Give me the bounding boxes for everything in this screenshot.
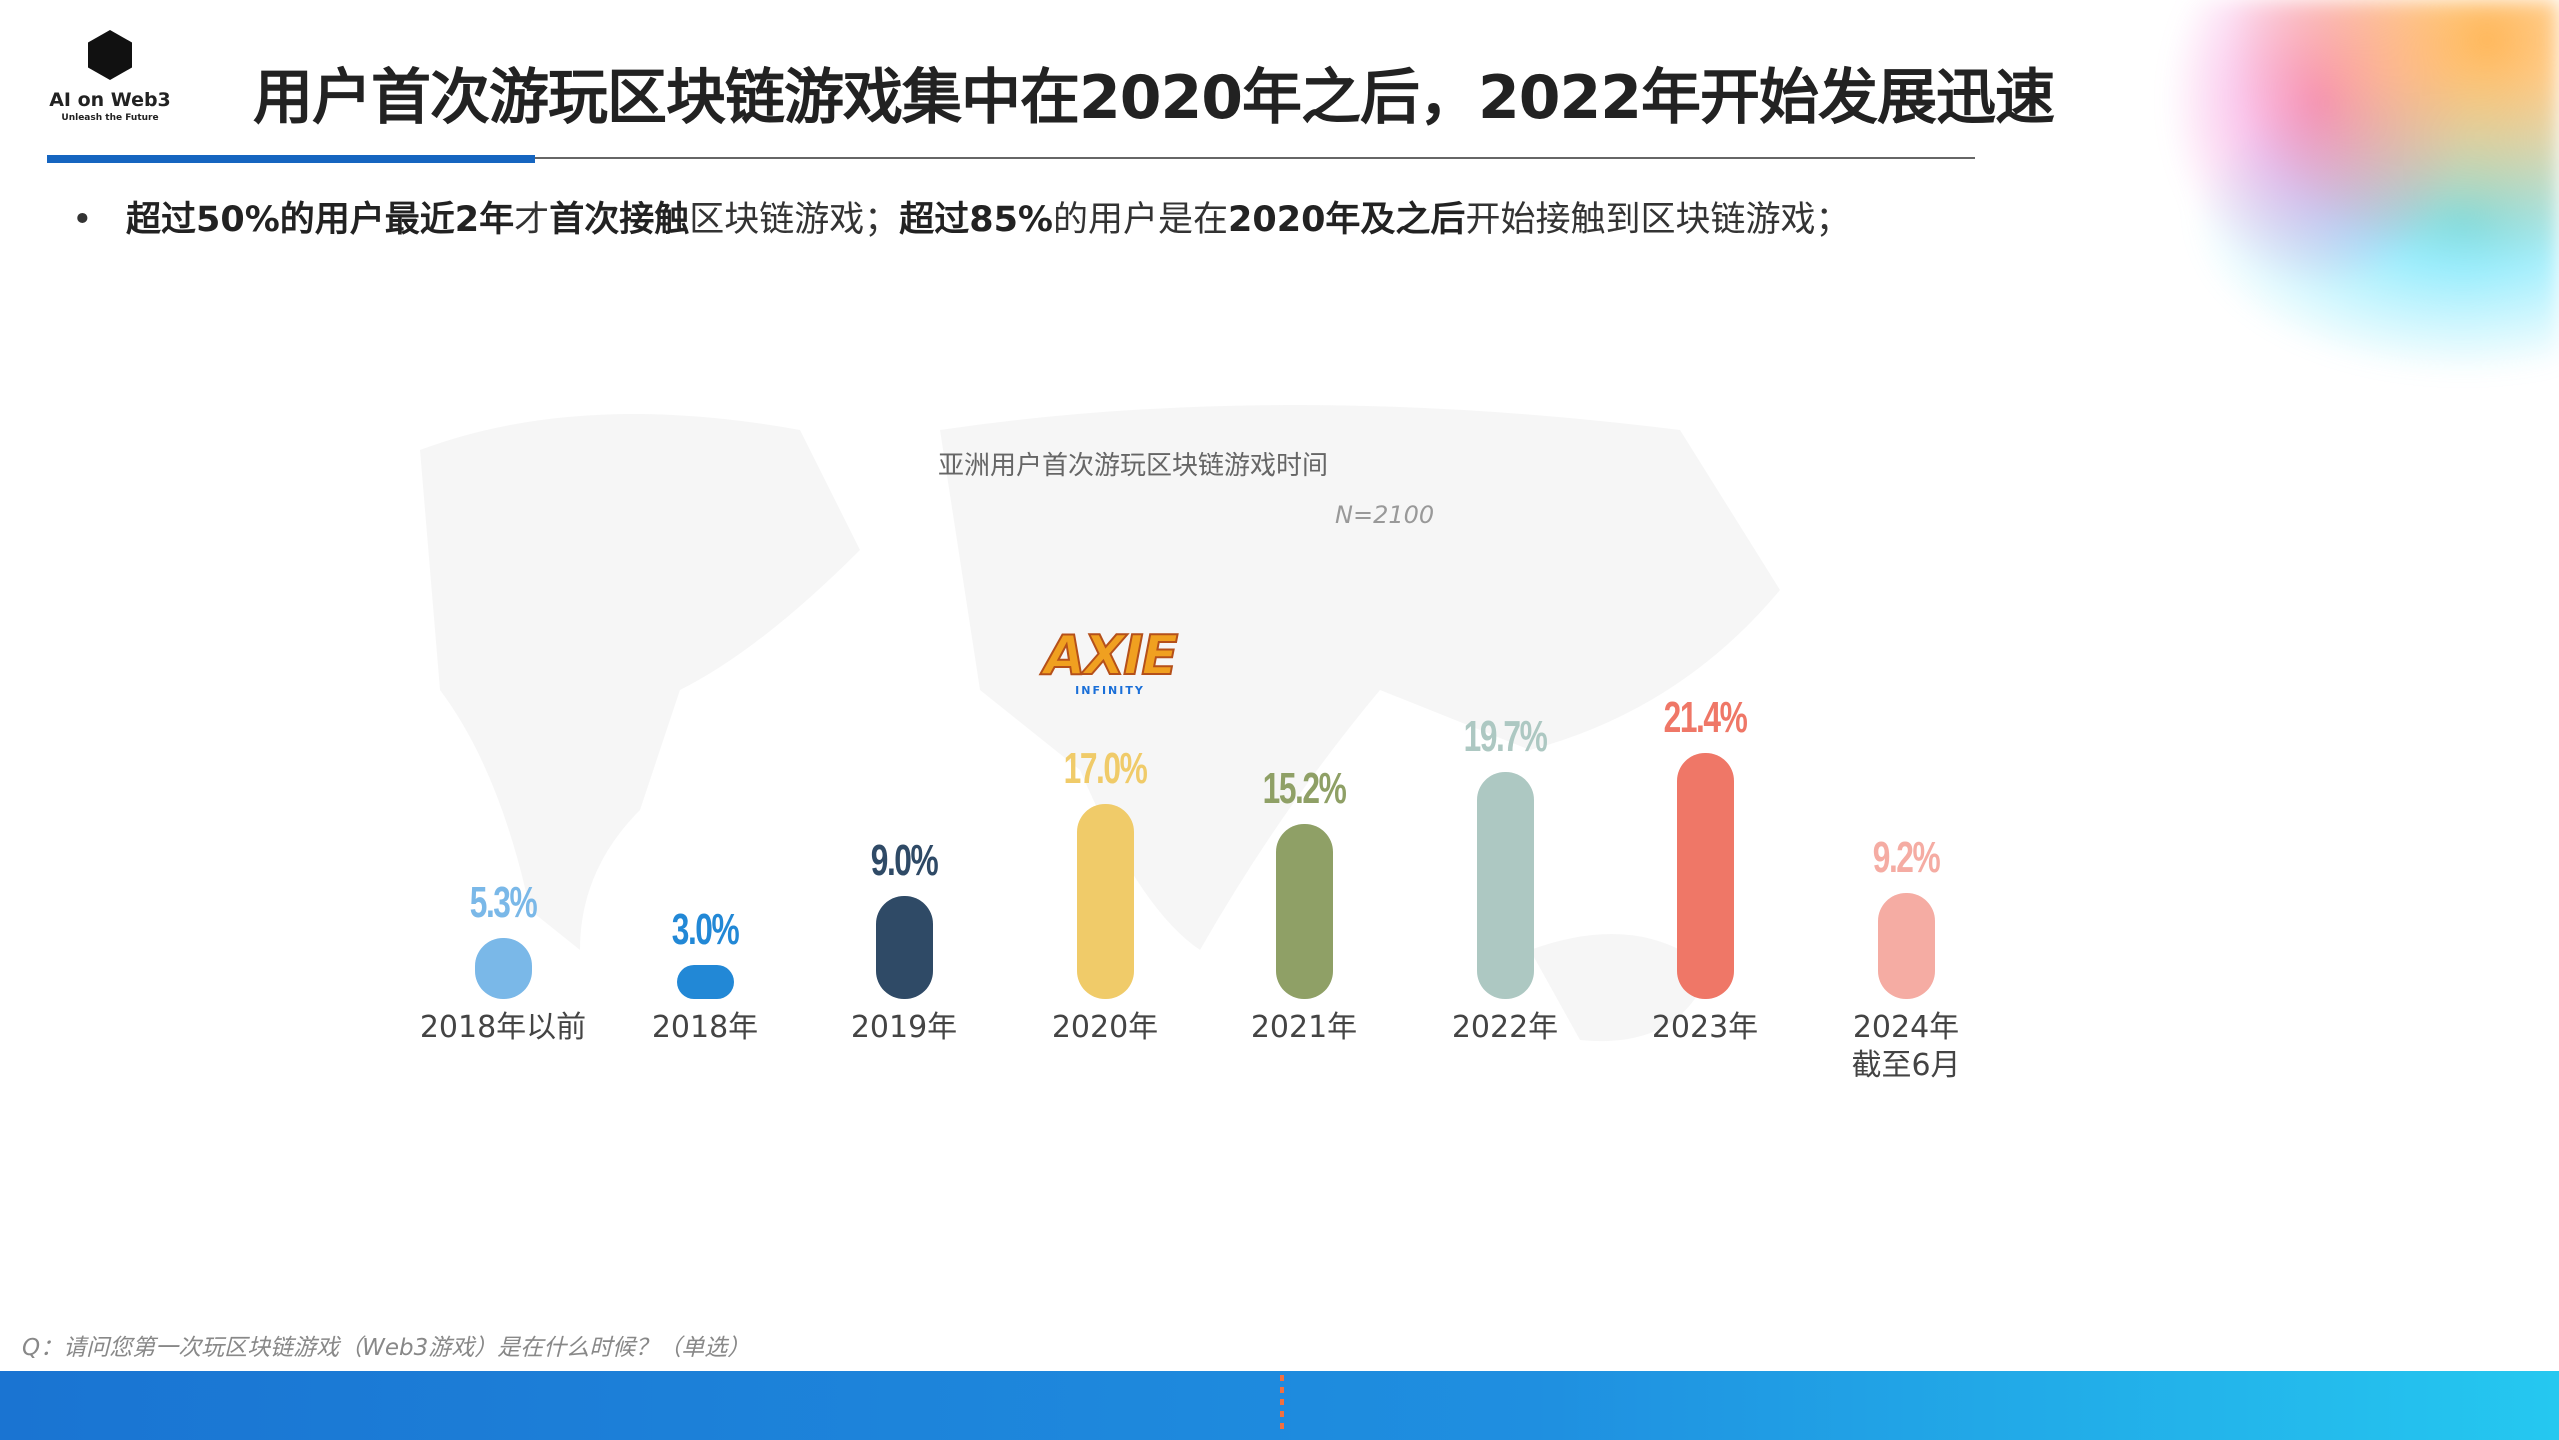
bullet-part: 超过50%的用户最近2年: [126, 200, 515, 240]
data-label: 19.7%: [1463, 712, 1548, 762]
bullet-part: 区块链游戏；: [689, 200, 900, 240]
bar: [1275, 824, 1333, 999]
bullet-part: 开始接触到区块链游戏；: [1465, 200, 1851, 240]
bullet-dot: •: [72, 200, 127, 240]
chart-title: 亚洲用户首次游玩区块链游戏时间: [937, 451, 1329, 481]
axie-infinity-logo: AXIE INFINITY: [1040, 624, 1180, 698]
category-label: 2021年: [1250, 1010, 1358, 1045]
bar: [875, 895, 933, 999]
bullet-part: 超过85%: [899, 200, 1053, 240]
bar: [1676, 752, 1734, 999]
data-label: 5.3%: [469, 878, 538, 928]
bar: [1476, 772, 1534, 999]
bar: [1877, 893, 1935, 999]
footer-band: [0, 1371, 2559, 1440]
bullet-part: 首次接触: [549, 200, 690, 240]
data-label: 3.0%: [671, 904, 740, 954]
logo-text: AI on Web3: [49, 89, 171, 111]
data-label: 9.2%: [1872, 833, 1941, 883]
title-divider: [535, 157, 1975, 159]
footer-divider: [1280, 1375, 1284, 1435]
logo-tagline: Unleash the Future: [61, 113, 159, 123]
axie-logo-sub: INFINITY: [1075, 684, 1145, 697]
bullet-part: 才: [514, 200, 550, 240]
page-title: 用户首次游玩区块链游戏集中在2020年之后，2022年开始发展迅速: [253, 63, 2055, 133]
logo: AI on Web3 Unleash the Future: [40, 30, 180, 124]
world-map-background: [420, 405, 1780, 1042]
axie-logo-mark: AXIE: [1043, 624, 1179, 687]
decorative-gradient: [2079, 0, 2559, 400]
category-label: 2024年 截至6月: [1851, 1010, 1961, 1083]
sample-size-note: N=2100: [1335, 501, 1435, 529]
category-label: 2018年以前: [419, 1010, 587, 1045]
bar: [474, 938, 532, 999]
data-label: 15.2%: [1262, 764, 1347, 814]
category-label: 2019年: [850, 1010, 958, 1045]
category-label: 2018年: [651, 1010, 759, 1045]
data-label: 17.0%: [1063, 743, 1148, 793]
title-accent-bar: [47, 155, 535, 163]
category-label: 2023年: [1651, 1010, 1759, 1045]
data-label: 9.0%: [870, 835, 939, 885]
cube-icon: [88, 30, 132, 80]
bullet-part: 2020年及之后: [1228, 200, 1466, 240]
category-label: 2020年: [1051, 1010, 1159, 1045]
bar: [1076, 803, 1134, 999]
bullet-content: 超过50%的用户最近2年才首次接触区块链游戏；超过85%的用户是在2020年及之…: [126, 200, 1850, 240]
bullet-text: • 超过50%的用户最近2年才首次接触区块链游戏；超过85%的用户是在2020年…: [72, 198, 1850, 242]
category-label: 2022年: [1451, 1010, 1559, 1045]
data-label: 21.4%: [1663, 692, 1748, 742]
bullet-part: 的用户是在: [1053, 200, 1229, 240]
survey-question: Q：请问您第一次玩区块链游戏（Web3游戏）是在什么时候？（单选）: [22, 1335, 751, 1361]
bar: [676, 964, 734, 999]
